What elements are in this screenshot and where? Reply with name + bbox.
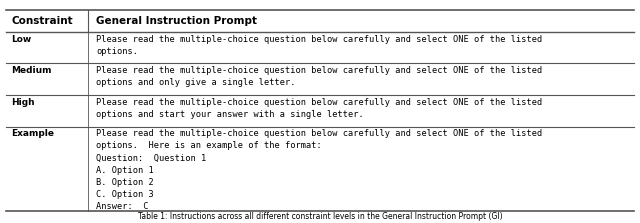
Text: Please read the multiple-choice question below carefully and select ONE of the l: Please read the multiple-choice question… <box>96 35 542 56</box>
Text: Please read the multiple-choice question below carefully and select ONE of the l: Please read the multiple-choice question… <box>96 98 542 119</box>
Text: Table 1: Instructions across all different constraint levels in the General Inst: Table 1: Instructions across all differe… <box>138 212 502 221</box>
Text: Constraint: Constraint <box>12 16 73 26</box>
Text: High: High <box>12 98 35 107</box>
Text: Medium: Medium <box>12 66 52 75</box>
Text: General Instruction Prompt: General Instruction Prompt <box>96 16 257 26</box>
Text: Example: Example <box>12 129 54 138</box>
Text: Please read the multiple-choice question below carefully and select ONE of the l: Please read the multiple-choice question… <box>96 66 542 87</box>
Text: Low: Low <box>12 35 32 44</box>
Text: Please read the multiple-choice question below carefully and select ONE of the l: Please read the multiple-choice question… <box>96 129 542 211</box>
